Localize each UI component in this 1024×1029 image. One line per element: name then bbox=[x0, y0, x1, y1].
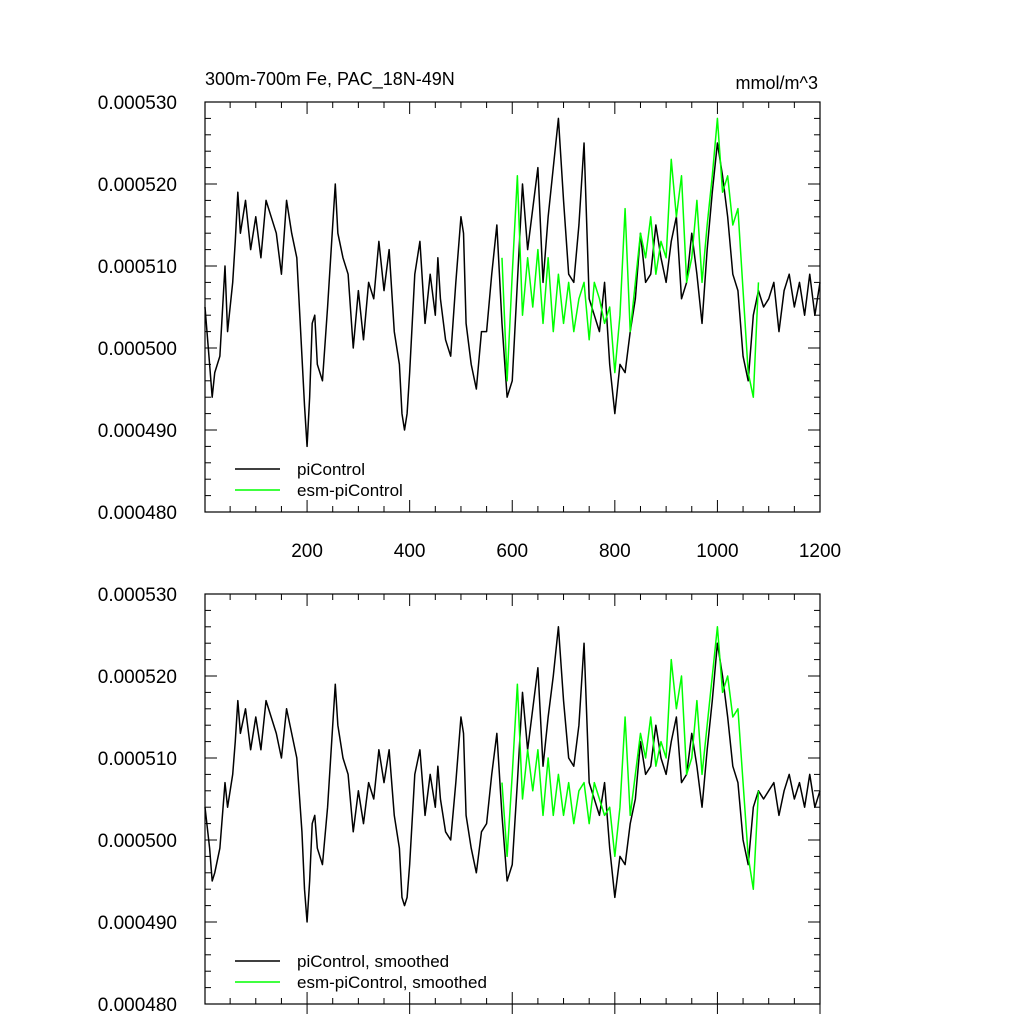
x-tick-label: 800 bbox=[599, 541, 631, 562]
x-tick-label: 200 bbox=[291, 541, 323, 562]
x-tick-label: 1200 bbox=[799, 541, 841, 562]
legend-label: piControl bbox=[297, 460, 365, 479]
y-tick-label: 0.000490 bbox=[98, 421, 177, 442]
series-line-picontrol bbox=[204, 117, 821, 448]
legend: piControl, smoothed esm-piControl, smooth… bbox=[235, 952, 487, 992]
legend-label: piControl, smoothed bbox=[297, 952, 449, 971]
legend-label: esm-piControl bbox=[297, 481, 403, 500]
plot-frame bbox=[204, 101, 821, 513]
series-line-esm-picontrol bbox=[501, 626, 760, 890]
y-tick-label: 0.000530 bbox=[98, 585, 177, 606]
y-tick-label: 0.000530 bbox=[98, 93, 177, 114]
y-tick-label: 0.000490 bbox=[98, 913, 177, 934]
plot-frame bbox=[204, 593, 821, 1005]
chart-title: 300m-700m Fe, PAC_18N-49N bbox=[205, 69, 455, 90]
x-tick-label: 1000 bbox=[696, 541, 738, 562]
chart-panel-1: 0.000480 0.000490 0.000500 0.000510 0.000520… bbox=[98, 69, 841, 562]
y-tick-label: 0.000520 bbox=[98, 175, 177, 196]
y-tick-label: 0.000480 bbox=[98, 503, 177, 524]
x-tick-label: 400 bbox=[394, 541, 426, 562]
y-tick-label: 0.000510 bbox=[98, 257, 177, 278]
y-tick-label: 0.000500 bbox=[98, 831, 177, 852]
legend: piControl esm-piControl bbox=[235, 460, 403, 500]
series-line-picontrol bbox=[204, 626, 821, 923]
series-line-esm-picontrol bbox=[501, 117, 760, 398]
y-tick-label: 0.000500 bbox=[98, 339, 177, 360]
chart-panel-2: 0.000480 0.000490 0.000500 0.000510 0.000520… bbox=[98, 585, 821, 1016]
x-tick-label: 600 bbox=[496, 541, 528, 562]
legend-label: esm-piControl, smoothed bbox=[297, 973, 487, 992]
y-tick-label: 0.000520 bbox=[98, 667, 177, 688]
y-tick-label: 0.000510 bbox=[98, 749, 177, 770]
units-label: mmol/m^3 bbox=[736, 73, 818, 93]
y-tick-label: 0.000480 bbox=[98, 995, 177, 1016]
